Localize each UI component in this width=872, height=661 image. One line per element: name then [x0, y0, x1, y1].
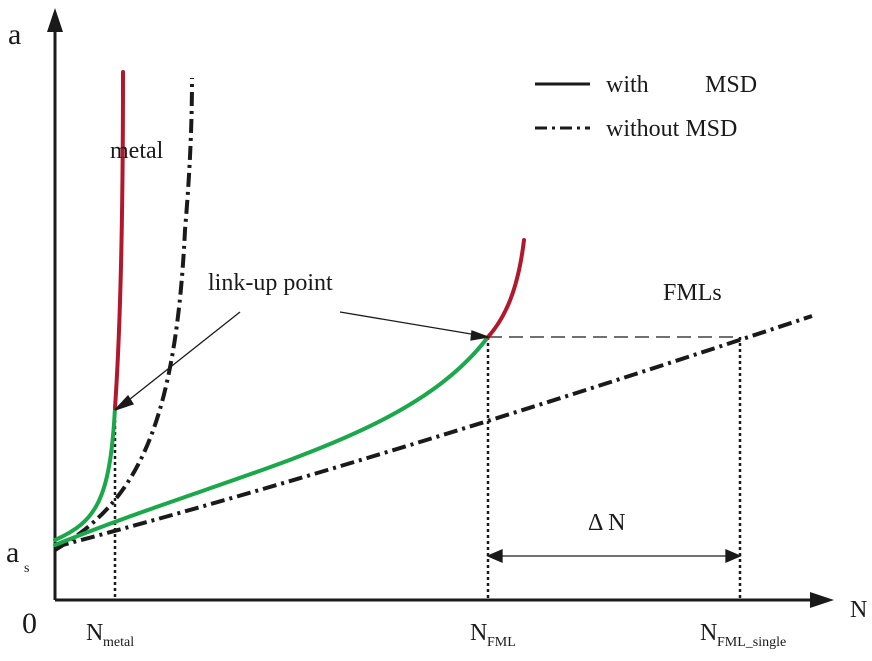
n-metal-main: N [86, 620, 103, 646]
a-s-main: a [6, 536, 19, 569]
y-axis-label: a [8, 18, 21, 51]
x-tick-n-fml: N FML [470, 620, 516, 650]
n-fml-single-sub: FML_single [717, 635, 786, 650]
legend-solid-label: with [606, 72, 649, 98]
x-axis-arrowhead [810, 592, 834, 608]
metal-without-msd-curve [53, 77, 194, 552]
delta-n-arrow [486, 549, 742, 563]
with-msd-curves [53, 70, 526, 547]
delta-n-arrowhead-left [486, 549, 503, 563]
fmls-annotation: FMLs [663, 280, 722, 306]
y-axis-arrowhead [47, 8, 63, 32]
metal-with-msd-red-segment [113, 70, 125, 410]
guide-lines [113, 337, 742, 600]
x-axis-label: N [850, 597, 867, 623]
fml-without-msd-curve [54, 314, 813, 549]
axes [47, 8, 834, 608]
link-up-arrowhead-fml [470, 330, 491, 341]
n-fml-single-main: N [700, 620, 717, 646]
legend-dashed-label: without MSD [606, 116, 737, 142]
delta-n-arrowhead-right [725, 549, 742, 563]
metal-annotation: metal [110, 138, 164, 164]
link-up-arrow-fml [339, 311, 478, 336]
fml-with-msd-red-segment [486, 238, 526, 339]
x-tick-n-fml-single: N FML_single [700, 620, 786, 650]
fml-with-msd-green-segment [53, 335, 490, 547]
legend-solid-label-2: MSD [705, 72, 757, 98]
legend: with MSD without MSD [535, 72, 757, 142]
link-up-arrowhead-metal [114, 394, 134, 411]
n-fml-main: N [470, 620, 487, 646]
delta-n-annotation: Δ N [588, 510, 625, 536]
origin-label: 0 [22, 607, 37, 640]
without-msd-curves [53, 77, 813, 552]
link-up-arrows [114, 311, 491, 411]
metal-with-msd-green-segment [53, 406, 117, 542]
x-tick-n-metal: N metal [86, 620, 134, 650]
n-metal-sub: metal [103, 635, 134, 650]
a-s-sub: s [24, 561, 29, 576]
link-up-annotation: link-up point [208, 270, 333, 296]
initial-crack-label: a s [6, 536, 29, 576]
link-up-arrow-metal [124, 311, 241, 404]
n-fml-sub: FML [487, 635, 516, 650]
